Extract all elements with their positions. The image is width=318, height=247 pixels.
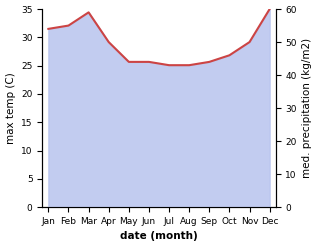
X-axis label: date (month): date (month) (120, 231, 198, 242)
Y-axis label: max temp (C): max temp (C) (5, 72, 16, 144)
Y-axis label: med. precipitation (kg/m2): med. precipitation (kg/m2) (302, 38, 313, 178)
